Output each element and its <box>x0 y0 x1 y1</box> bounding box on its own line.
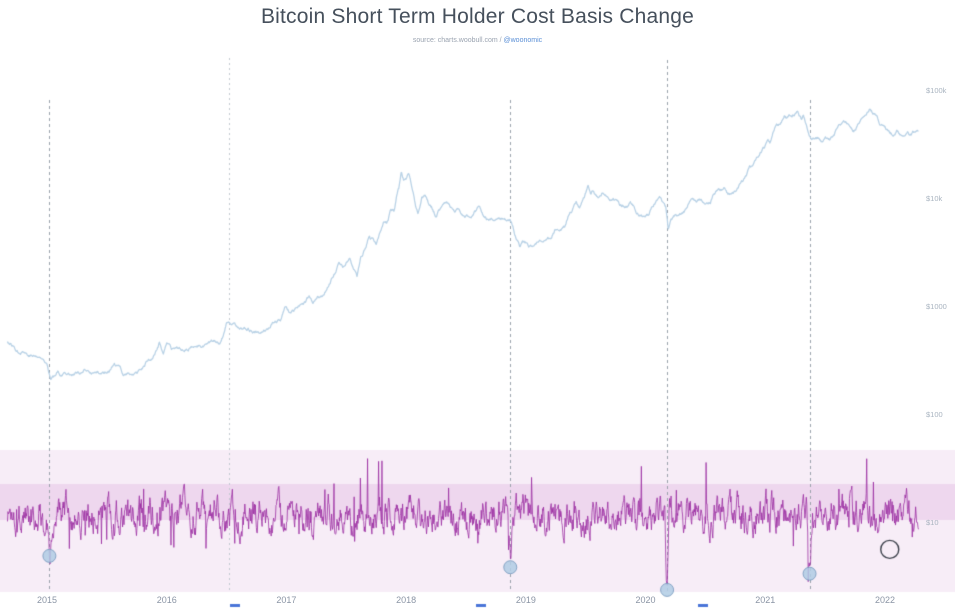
x-tick-label: 2019 <box>515 595 536 605</box>
x-tick-label: 2016 <box>156 595 177 605</box>
y-tick-label: $1000 <box>926 302 947 311</box>
y-tick-label: $100k <box>926 86 947 95</box>
x-tick-label: 2022 <box>874 595 895 605</box>
x-tick-label: 2021 <box>755 595 776 605</box>
y-tick-label: $100 <box>926 410 943 419</box>
x-axis: 2015 2016 2017 2018 2019 2020 2021 2022 <box>0 595 955 609</box>
y-tick-label: $10 <box>926 518 939 527</box>
x-tick-label: 2018 <box>396 595 417 605</box>
x-tick-label: 2020 <box>635 595 656 605</box>
y-axis: $100k $10k $1000 $100 $10 <box>926 0 955 609</box>
x-tick-label: 2015 <box>36 595 58 605</box>
x-tick-label: 2017 <box>276 595 297 605</box>
y-tick-label: $10k <box>926 194 943 203</box>
